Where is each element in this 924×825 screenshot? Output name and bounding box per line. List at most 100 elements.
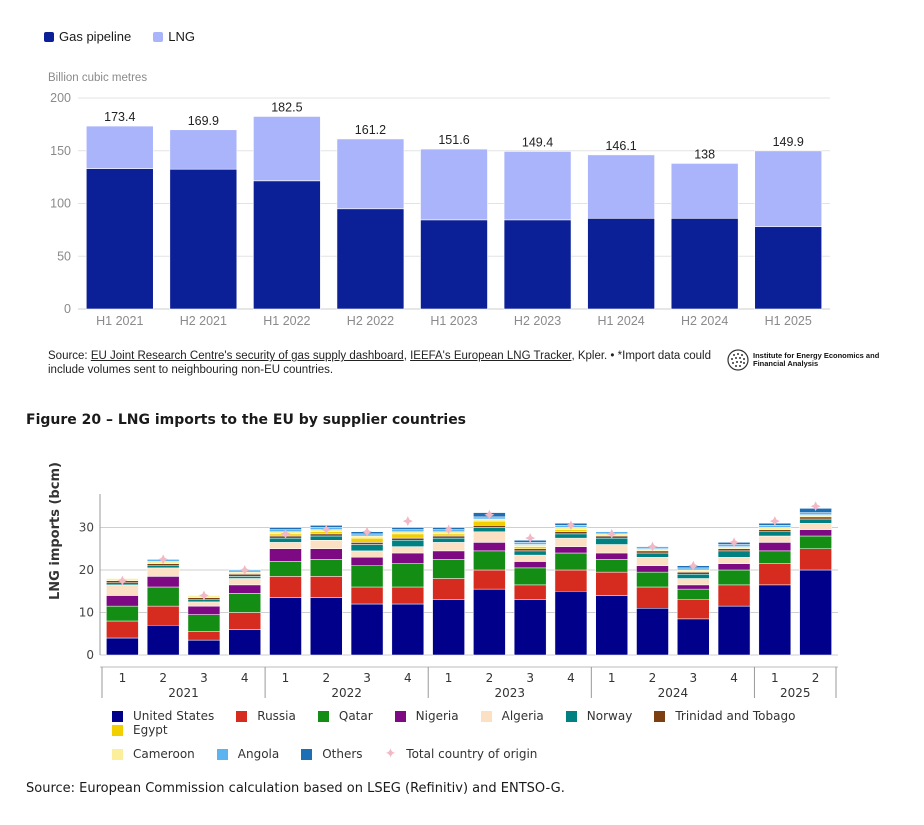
chart2-year-label: 2024 xyxy=(658,686,689,700)
chart2-bar-segment xyxy=(146,605,180,626)
ieefa-globe-icon xyxy=(727,349,749,371)
chart1-unit-label: Billion cubic metres xyxy=(48,72,148,84)
chart1-x-tick-label: H2 2023 xyxy=(514,314,561,328)
chart2-total-marker xyxy=(239,565,250,575)
chart2-bar-segment xyxy=(228,569,261,573)
chart2-legend-item[interactable]: Russia xyxy=(236,709,296,723)
chart2-bar-segment xyxy=(106,584,139,596)
chart2-bar-segment xyxy=(513,544,547,547)
chart2-bar-segment xyxy=(473,542,506,552)
chart2-bar-segment xyxy=(595,559,628,573)
chart2-bar-segment xyxy=(106,582,139,586)
chart2-legend-item[interactable]: Algeria xyxy=(480,709,544,723)
chart2-bar-segment xyxy=(350,533,384,537)
chart2-bar-segment xyxy=(717,584,751,607)
legend-item-lng[interactable]: LNG xyxy=(153,29,195,44)
chart2-year-label: 2025 xyxy=(780,686,811,700)
chart2-legend-item[interactable]: ✦ Total country of origin xyxy=(384,745,538,762)
chart2-legend-item[interactable]: Egypt xyxy=(112,723,168,737)
chart1-bar-pipeline xyxy=(420,219,488,310)
chart2-legend-label: Others xyxy=(322,747,363,761)
chart2-bar-segment xyxy=(269,535,302,539)
legend-item-gas-pipeline[interactable]: Gas pipeline xyxy=(44,29,131,44)
chart2-bar-segment xyxy=(228,578,261,586)
chart2-bar-segment xyxy=(677,584,710,590)
chart2-bar-segment xyxy=(595,595,628,656)
chart1-y-tick-label: 100 xyxy=(50,197,71,211)
chart2-bar-segment xyxy=(473,516,506,520)
chart2-total-marker xyxy=(443,524,454,535)
chart2-bar-segment xyxy=(310,597,343,656)
source1-link-ieefa[interactable]: IEEFA's European LNG Tracker xyxy=(410,350,572,362)
legend-star-icon: ✦ xyxy=(384,745,397,762)
chart2-bar-segment xyxy=(799,512,832,515)
chart2-bar-segment xyxy=(636,546,669,549)
chart2-legend-item[interactable]: United States xyxy=(112,709,214,723)
source1-prefix: Source: xyxy=(48,350,91,362)
chart2-legend-item[interactable]: Cameroon xyxy=(112,747,195,761)
chart2-bar-segment xyxy=(269,548,302,562)
chart2-bar-segment xyxy=(717,542,751,545)
chart1-total-label: 149.4 xyxy=(522,135,553,149)
chart2-source: Source: European Commission calculation … xyxy=(26,781,565,796)
chart2-bar-segment xyxy=(146,563,180,566)
chart1-total-label: 138 xyxy=(694,147,715,161)
chart2-bar-segment xyxy=(636,586,669,609)
chart2-bar-segment xyxy=(391,552,425,564)
chart1-legend: Gas pipeline LNG xyxy=(44,29,195,44)
chart2-bar-segment xyxy=(717,548,751,552)
chart2-bar-segment xyxy=(269,537,302,543)
chart1-x-tick-label: H2 2021 xyxy=(180,314,227,328)
chart2-quarter-label: 4 xyxy=(241,671,249,685)
chart2-bar-segment xyxy=(391,531,425,535)
chart2-bar-segment xyxy=(146,567,180,577)
chart1-bar-lng xyxy=(253,116,321,182)
chart2-bar-segment xyxy=(228,571,261,575)
chart2-bar-segment xyxy=(758,542,792,552)
chart2-bar-segment xyxy=(717,544,751,547)
chart2-bar-segment xyxy=(799,508,832,513)
chart2-total-marker xyxy=(321,524,332,535)
chart1-y-tick-label: 200 xyxy=(50,91,71,105)
chart2-bar-segment xyxy=(799,548,832,571)
chart2-total-marker xyxy=(484,509,495,520)
chart2-bar-segment xyxy=(636,552,669,558)
chart2-bar-segment xyxy=(228,629,261,656)
chart2-quarter-label: 2 xyxy=(486,671,494,685)
chart2-bar-segment xyxy=(799,514,832,518)
chart2-y-tick-label: 0 xyxy=(86,648,94,662)
chart2-bar-segment xyxy=(391,529,425,532)
legend-swatch xyxy=(216,748,228,760)
chart2-quarter-label: 3 xyxy=(526,671,534,685)
chart2-year-label: 2023 xyxy=(495,686,526,700)
chart2-bar-segment xyxy=(146,561,180,564)
source1-link-jrc[interactable]: EU Joint Research Centre's security of g… xyxy=(90,350,404,362)
chart2-legend-item[interactable]: Trinidad and Tobago xyxy=(654,709,795,723)
chart2-bar-segment xyxy=(677,567,710,571)
chart1-total-label: 173.4 xyxy=(104,110,135,124)
chart2-legend-item[interactable]: Norway xyxy=(565,709,632,723)
chart2-bar-segment xyxy=(432,542,465,552)
chart2-legend-item[interactable]: Angola xyxy=(216,747,280,761)
chart1-bar-pipeline xyxy=(336,208,405,310)
chart2-legend-label: Egypt xyxy=(133,723,168,737)
chart2-bar-segment xyxy=(391,546,425,554)
chart2-legend-label: Angola xyxy=(237,747,280,761)
chart2-bar-segment xyxy=(554,525,588,528)
chart2-bar-segment xyxy=(799,535,832,549)
legend-swatch xyxy=(565,710,577,722)
chart2-legend-label: Total country of origin xyxy=(406,747,538,761)
chart2-quarter-label: 1 xyxy=(771,671,779,685)
chart2-bar-segment xyxy=(350,544,384,552)
chart2-bar-segment xyxy=(432,578,465,600)
chart2-bar-segment xyxy=(677,588,710,600)
chart2-legend-item[interactable]: Others xyxy=(301,747,363,761)
chart1-total-label: 149.9 xyxy=(773,135,804,149)
chart2-bar-segment xyxy=(310,540,343,549)
chart1-x-tick-label: H1 2025 xyxy=(765,314,812,328)
chart2-bar-segment xyxy=(636,571,669,588)
chart2-legend-item[interactable]: Qatar xyxy=(317,709,373,723)
chart2-bar-segment xyxy=(677,571,710,575)
chart2-legend-item[interactable]: Nigeria xyxy=(394,709,459,723)
chart2-quarter-label: 4 xyxy=(567,671,575,685)
